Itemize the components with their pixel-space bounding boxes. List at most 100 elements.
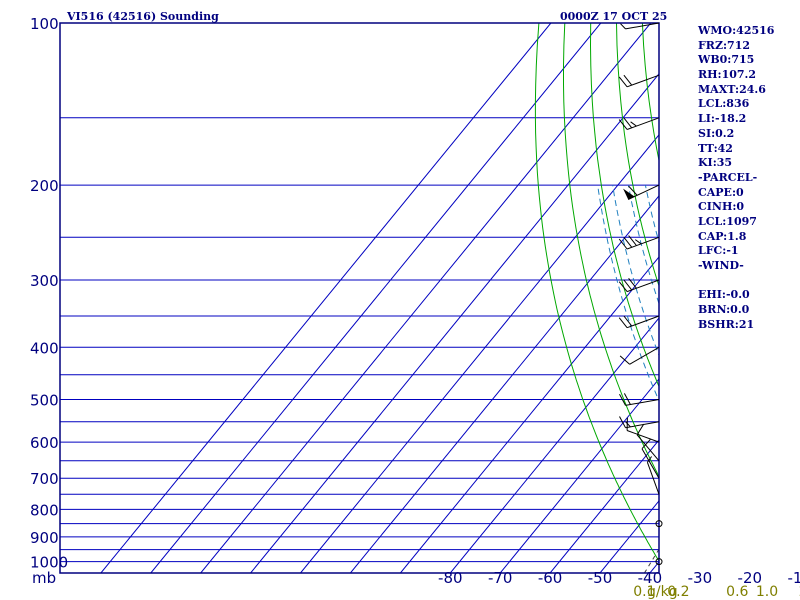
wind-barb-feather xyxy=(618,238,628,250)
wind-barb-feather xyxy=(623,236,633,248)
pressure-tick-label: 300 xyxy=(30,272,59,290)
wind-barb-feather xyxy=(618,281,628,292)
wind-barb xyxy=(619,393,660,406)
station-title: VI516 (42516) Sounding xyxy=(66,10,219,23)
index-item: LI:-18.2 xyxy=(698,112,747,126)
wind-barb-feather xyxy=(635,239,642,245)
pressure-tick-label: 200 xyxy=(30,177,59,195)
wind-barb xyxy=(618,315,660,329)
wind-barb xyxy=(626,417,660,443)
wind-barb-staff xyxy=(625,421,660,429)
temperature-tick-label: -10 xyxy=(787,569,800,587)
wind-barb-staff xyxy=(625,22,660,30)
pressure-tick-label: 800 xyxy=(30,501,59,519)
wind-barb-feather xyxy=(619,393,626,406)
pressure-tick-label: 900 xyxy=(30,529,59,547)
sounding-indices: WMO:42516 FRZ:712 WB0:715 RH:107.2 MAXT:24.6… xyxy=(698,24,798,332)
index-item: CAP:1.8 xyxy=(698,229,747,243)
index-item: WB0:715 xyxy=(698,53,755,67)
pressure-tick-label: 400 xyxy=(30,339,59,357)
plot-area xyxy=(60,23,659,573)
wind-barb-staff xyxy=(626,74,660,88)
index-item: BSHR:21 xyxy=(698,317,755,331)
index-item: LFC:-1 xyxy=(698,244,739,258)
temperature-tick-label: -80 xyxy=(438,569,463,587)
isotherm-line xyxy=(350,195,659,573)
wind-barb-feather xyxy=(628,235,637,246)
wind-barb-feather xyxy=(623,279,633,291)
wind-barb-staff xyxy=(646,462,660,495)
index-item: KI:35 xyxy=(698,156,733,170)
wind-barb-staff xyxy=(641,448,660,479)
wind-barb xyxy=(636,423,660,462)
wind-barb-column xyxy=(618,22,663,566)
temperature-tick-label: -60 xyxy=(538,569,563,587)
wind-barb-feather xyxy=(618,119,628,130)
dry-adiabat-line xyxy=(563,23,659,478)
isotherm-line xyxy=(250,73,659,573)
wind-barb-feather xyxy=(641,438,651,450)
pressure-tick-label: 100 xyxy=(30,15,59,33)
index-item xyxy=(698,274,798,289)
wind-barb-staff xyxy=(629,346,660,365)
wind-barb-feather xyxy=(646,456,653,463)
wind-barb-feather xyxy=(628,277,637,289)
wind-barb-feather xyxy=(619,416,626,428)
mixing-ratio-label: 1.0 xyxy=(756,584,778,600)
pressure-tick-label: 600 xyxy=(30,434,59,452)
isotherm-line xyxy=(150,23,602,573)
wind-barb-staff xyxy=(626,117,660,130)
wind-barb-pennant xyxy=(623,188,635,200)
temperature-tick-label: -50 xyxy=(588,569,613,587)
isotherm-line xyxy=(549,439,659,573)
index-item: CINH:0 xyxy=(698,200,745,214)
wind-barb-feather xyxy=(623,74,633,86)
wind-barb-staff xyxy=(626,315,660,329)
pressure-tick-label: 700 xyxy=(30,470,59,488)
index-item: CAPE:0 xyxy=(698,185,744,199)
wind-barb xyxy=(618,117,660,130)
pressure-tick-label: 1000 xyxy=(30,554,68,572)
temperature-tick-label: -20 xyxy=(738,569,763,587)
wind-barb xyxy=(618,74,660,88)
mixing-ratio-label: 0.2 xyxy=(667,584,689,600)
index-item: RH:107.2 xyxy=(698,68,757,82)
wind-barb xyxy=(646,456,660,495)
isotherm-line xyxy=(200,23,652,573)
moist-adiabat-line xyxy=(597,185,659,402)
mixing-ratio-label: 0.6 xyxy=(726,584,748,600)
wind-barb-feather xyxy=(623,117,633,129)
temperature-tick-label: -70 xyxy=(488,569,513,587)
isotherm-line xyxy=(100,23,552,573)
wind-barb xyxy=(641,438,660,479)
temperature-tick-label: -30 xyxy=(688,569,713,587)
wind-barb-feather xyxy=(623,315,633,327)
wind-barb-feather xyxy=(630,121,637,127)
wind-barb-staff xyxy=(636,434,660,462)
isotherm-line xyxy=(499,378,659,573)
wind-barb xyxy=(623,184,660,200)
valid-time: 0000Z 17 OCT 25 xyxy=(560,10,667,23)
wind-barb-feather xyxy=(636,423,645,436)
temperature-tick-label: -40 xyxy=(638,569,663,587)
wind-barb-staff xyxy=(627,184,660,200)
wind-barb xyxy=(618,235,660,250)
wind-barb-feather xyxy=(625,421,631,428)
index-item: LCL:836 xyxy=(698,97,750,111)
dry-adiabat-line xyxy=(589,23,659,388)
wind-barb xyxy=(655,558,663,566)
mixing-ratio-axis: 0.10.20.61.02.03.05.010.020.040.0g/kg xyxy=(633,584,800,600)
index-item: MAXT:24.6 xyxy=(698,82,766,96)
wind-barb-staff xyxy=(626,279,660,293)
isotherm-line xyxy=(449,317,659,573)
wind-barb-feather xyxy=(618,317,628,329)
index-item: TT:42 xyxy=(698,141,733,155)
mixing-ratio-unit: g/kg xyxy=(647,584,678,600)
index-item: SI:0.2 xyxy=(698,126,735,140)
temperature-axis: -80-70-60-50-40-30-20-10010203040mb xyxy=(32,569,800,587)
wind-barb xyxy=(620,22,660,30)
wind-barb-staff xyxy=(626,236,660,250)
wind-barb xyxy=(618,277,660,293)
index-item: -PARCEL- xyxy=(698,170,758,184)
